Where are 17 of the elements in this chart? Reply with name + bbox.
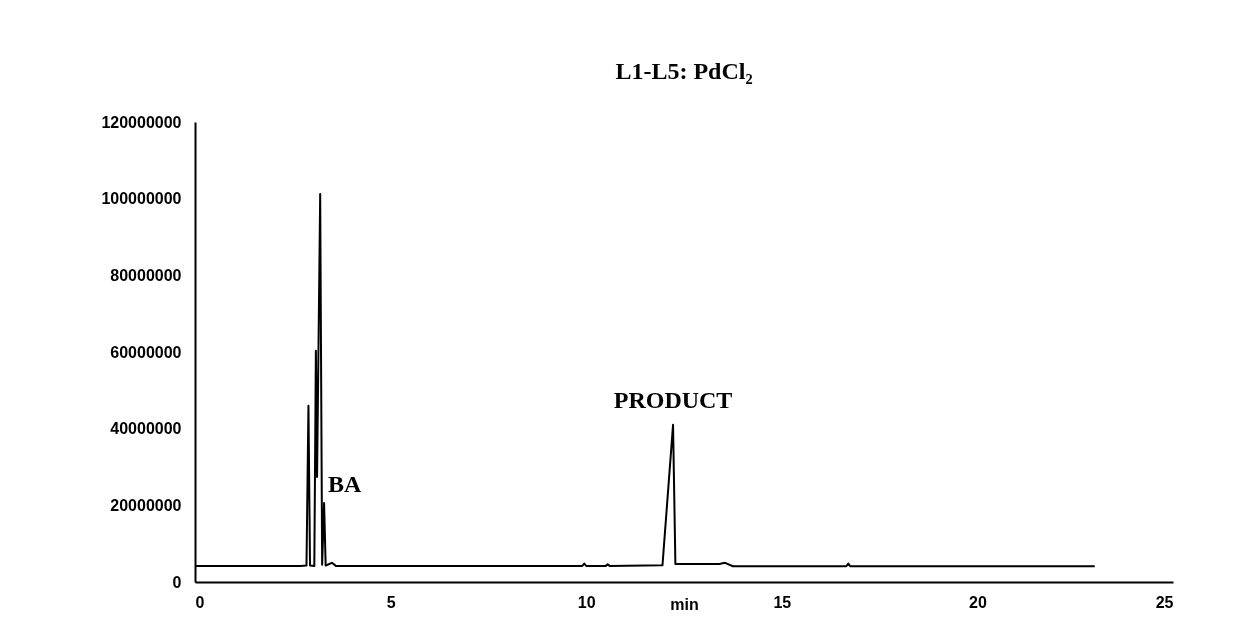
x-tick-label: 0: [195, 593, 205, 611]
x-tick-label: 20: [969, 593, 987, 611]
y-tick-label: 120000000: [101, 113, 182, 131]
chart-title: L1-L5: PdCl₂: [615, 58, 753, 84]
x-tick-label: 15: [773, 593, 792, 611]
y-tick-label: 0: [172, 573, 182, 591]
x-axis-title: min: [670, 595, 699, 613]
y-tick-label: 80000000: [110, 266, 182, 284]
x-tick-label: 5: [386, 593, 396, 611]
y-tick-label: 40000000: [110, 420, 182, 438]
y-tick-label: 20000000: [110, 496, 182, 514]
x-tick-label: 10: [577, 593, 596, 611]
annotation: BA: [328, 471, 363, 498]
annotation: PRODUCT: [613, 386, 733, 413]
x-tick-label: 25: [1155, 593, 1174, 611]
y-tick-label: 60000000: [110, 343, 182, 361]
y-tick-label: 100000000: [101, 190, 182, 208]
